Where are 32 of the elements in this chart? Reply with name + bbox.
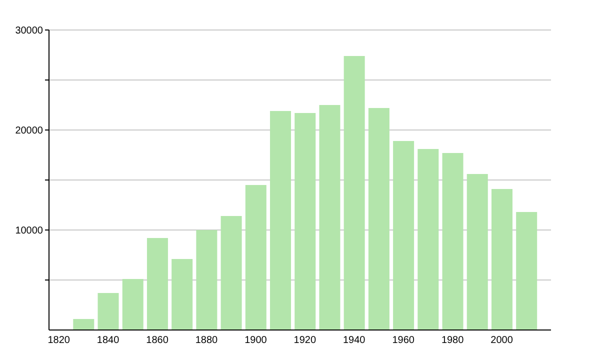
y-tick-label: 10000 <box>15 226 44 237</box>
x-tick-label: 1940 <box>343 335 366 346</box>
bar <box>270 111 292 330</box>
bar <box>368 108 390 330</box>
bar <box>98 293 119 330</box>
x-tick-label: 1880 <box>195 335 218 346</box>
bar <box>73 319 94 330</box>
bar <box>516 212 538 330</box>
x-tick-label: 2000 <box>490 335 514 346</box>
bar <box>196 230 218 330</box>
x-tick-label: 1840 <box>96 335 120 346</box>
bar <box>294 113 316 330</box>
bar <box>491 189 512 330</box>
bar <box>442 153 464 330</box>
bar <box>466 174 488 330</box>
bar <box>319 105 340 330</box>
bar <box>418 149 439 330</box>
bar <box>344 56 365 330</box>
y-tick-label: 30000 <box>15 26 44 37</box>
x-tick-label: 1900 <box>244 335 268 346</box>
x-tick-label: 1920 <box>294 335 316 346</box>
y-tick-label: 20000 <box>15 126 44 137</box>
x-tick-label: 1820 <box>48 335 70 346</box>
bar <box>146 238 168 330</box>
bar <box>122 279 144 330</box>
x-tick-label: 1860 <box>146 335 169 346</box>
x-tick-label: 1960 <box>392 335 415 346</box>
bar <box>220 216 242 330</box>
bar <box>172 259 193 330</box>
bar <box>245 185 266 330</box>
x-tick-label: 1980 <box>441 335 464 346</box>
bar <box>393 141 414 330</box>
